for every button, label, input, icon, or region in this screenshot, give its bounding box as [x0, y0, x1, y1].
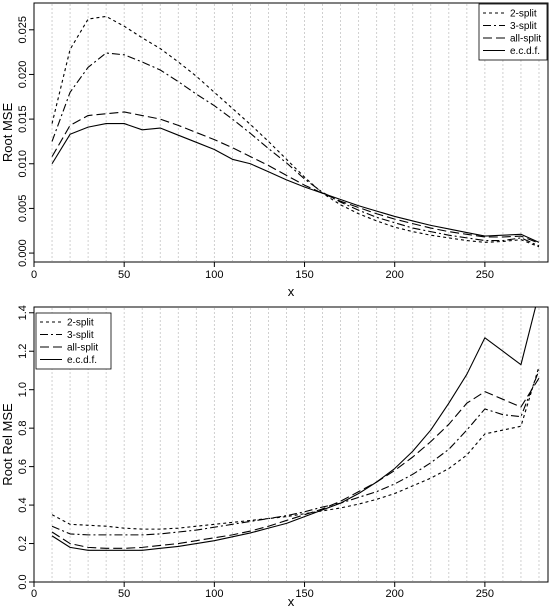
- legend-label: all-split: [510, 34, 541, 45]
- series-line-3-split: [51, 52, 540, 247]
- y-tick-label: 0.010: [17, 150, 29, 178]
- y-tick-label: 0.000: [17, 239, 29, 267]
- y-axis: 0.0 0.2 0.4 0.6 0.8 1.0 1.2 1.4 Root Rel MSE: [0, 305, 34, 590]
- series-line-e-c-d-f: [51, 307, 537, 551]
- y-tick-label: 0.8: [17, 421, 29, 436]
- plot-frame: [33, 2, 549, 263]
- x-axis: 0 50 100 150 200 250 x: [31, 582, 494, 609]
- series-line-3-split: [51, 370, 540, 536]
- legend-label: all-split: [67, 343, 98, 354]
- grid-lines: [51, 4, 540, 261]
- x-tick-label: 200: [386, 588, 404, 600]
- y-axis-title: Root Rel MSE: [0, 403, 15, 486]
- x-axis-title: x: [288, 594, 295, 609]
- series-line-2-split: [51, 366, 540, 530]
- x-tick-label: 150: [295, 588, 313, 600]
- series-line-all-split: [51, 377, 540, 549]
- x-axis-title: x: [288, 284, 295, 299]
- y-tick-label: 0.4: [17, 497, 29, 512]
- x-tick-label: 0: [31, 588, 37, 600]
- x-tick-label: 100: [205, 269, 223, 281]
- y-axis-title: Root MSE: [0, 103, 15, 163]
- legend-label: e.c.d.f.: [510, 46, 540, 57]
- chart-root-rel-mse: 0 50 100 150 200 250 x 0.0 0.2 0.4 0.6 0.8 1.0 1.2 1.4…: [0, 305, 549, 609]
- legend-label: 2-split: [510, 9, 537, 20]
- series-line-e-c-d-f: [51, 123, 540, 243]
- y-tick-label: 0.020: [17, 61, 29, 89]
- series-group: [51, 307, 540, 551]
- plot-frame: [33, 306, 549, 583]
- x-tick-label: 50: [118, 269, 130, 281]
- y-tick-label: 0.005: [17, 195, 29, 223]
- x-tick-label: 250: [476, 269, 494, 281]
- y-tick-label: 0.015: [17, 105, 29, 133]
- chart-root-mse: 0 50 100 150 200 250 x 0.000 0.005 0.010 0.015 0.02…: [0, 2, 549, 299]
- x-tick-label: 0: [31, 269, 37, 281]
- y-axis: 0.000 0.005 0.010 0.015 0.020 0.025 Root MSE: [0, 16, 34, 267]
- grid-lines: [51, 308, 540, 581]
- x-tick-label: 50: [118, 588, 130, 600]
- y-tick-label: 1.4: [17, 305, 29, 320]
- series-line-all-split: [51, 111, 540, 244]
- y-tick-label: 0.025: [17, 16, 29, 44]
- y-tick-label: 1.0: [17, 382, 29, 397]
- y-tick-label: 1.2: [17, 344, 29, 359]
- x-tick-label: 250: [476, 588, 494, 600]
- y-tick-label: 0.6: [17, 459, 29, 474]
- legend-label: e.c.d.f.: [67, 355, 97, 366]
- x-tick-label: 200: [386, 269, 404, 281]
- y-tick-label: 0.2: [17, 536, 29, 551]
- x-tick-label: 150: [295, 269, 313, 281]
- legend-label: 3-split: [67, 330, 94, 341]
- x-axis: 0 50 100 150 200 250 x: [31, 262, 494, 299]
- series-line-2-split: [51, 15, 540, 248]
- legend-label: 3-split: [510, 21, 537, 32]
- x-tick-label: 100: [205, 588, 223, 600]
- y-tick-label: 0.0: [17, 574, 29, 589]
- series-group: [51, 15, 540, 248]
- legend-label: 2-split: [67, 318, 94, 329]
